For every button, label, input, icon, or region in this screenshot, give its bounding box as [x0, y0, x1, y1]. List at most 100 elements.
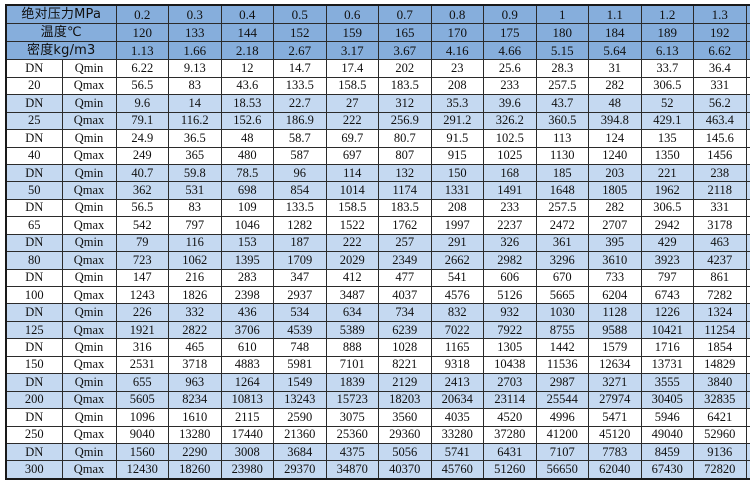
qmax-label-dn-65: Qmax	[61, 216, 117, 235]
cell-dn125-qmin-col7: 932	[483, 303, 537, 322]
dn-size-125: 125	[5, 320, 63, 340]
table-row-dn-200-qmax: 200 Qmax 5605 8234 10813 13243 15723 18203 20634…	[5, 390, 750, 410]
header-temperature-col-12: 195	[745, 23, 750, 43]
cell-dn200-qmax-col6: 20634	[430, 390, 484, 410]
cell-dn65-qmin-col3: 133.5	[273, 198, 327, 218]
cell-dn125-qmin-col8: 1030	[535, 303, 589, 322]
qmin-label-dn-300: Qmin	[61, 442, 117, 462]
cell-dn300-qmax-col11: 72820	[693, 460, 747, 480]
cell-dn50-qmax-col0: 362	[115, 181, 169, 200]
qmax-label-dn-200: Qmax	[61, 390, 117, 410]
header-density-col-3: 2.67	[273, 41, 327, 61]
cell-dn300-qmin-col8: 7107	[535, 442, 589, 462]
cell-dn150-qmax-col9: 12634	[588, 355, 642, 375]
cell-dn300-qmax-col7: 51260	[483, 460, 537, 480]
cell-dn40-qmax-col6: 915	[430, 146, 484, 165]
cell-dn100-qmax-col1: 1826	[168, 285, 222, 305]
cell-dn80-qmin-col7: 326	[483, 233, 537, 253]
cell-dn65-qmax-col2: 1046	[220, 216, 274, 235]
header-density-col-5: 3.67	[378, 41, 432, 61]
cell-dn125-qmin-col1: 332	[168, 303, 222, 322]
cell-dn150-qmax-col11: 14829	[693, 355, 747, 375]
cell-dn25-qmax-col12: 498	[745, 111, 750, 131]
cell-dn200-qmin-col1: 963	[168, 373, 222, 392]
cell-dn125-qmax-col3: 4539	[273, 320, 327, 340]
cell-dn200-qmin-col10: 3555	[640, 373, 694, 392]
cell-dn125-qmax-col10: 10421	[640, 320, 694, 340]
cell-dn300-qmin-col1: 2290	[168, 442, 222, 462]
cell-dn125-qmax-col0: 1921	[115, 320, 169, 340]
header-density-col-12: 7.11	[745, 41, 750, 61]
cell-dn100-qmin-col0: 147	[115, 268, 169, 288]
cell-dn300-qmax-col2: 23980	[220, 460, 274, 480]
cell-dn20-qmax-col9: 282	[588, 76, 642, 96]
cell-dn125-qmax-col7: 7922	[483, 320, 537, 340]
cell-dn20-qmax-col12: 355.5	[745, 76, 750, 96]
cell-dn80-qmin-col2: 153	[220, 233, 274, 253]
cell-dn40-qmax-col12: 1564	[745, 146, 750, 165]
header-density-col-6: 4.16	[430, 41, 484, 61]
cell-dn150-qmin-col8: 1442	[535, 338, 589, 357]
header-absolute-pressure-col-2: 0.4	[220, 4, 274, 25]
cell-dn200-qmax-col5: 18203	[378, 390, 432, 410]
header-row-temperature: 温度℃1201331441521591651701751801841891921…	[5, 23, 750, 43]
header-density-col-4: 3.17	[325, 41, 379, 61]
cell-dn40-qmax-col11: 1456	[693, 146, 747, 165]
cell-dn300-qmax-col12: 78210	[745, 460, 750, 480]
cell-dn20-qmin-col10: 33.7	[640, 59, 694, 78]
header-absolute-pressure-col-10: 1.2	[640, 4, 694, 25]
cell-dn20-qmin-col5: 202	[378, 59, 432, 78]
cell-dn65-qmax-col10: 2942	[640, 216, 694, 235]
cell-dn25-qmax-col9: 394.8	[588, 111, 642, 131]
cell-dn125-qmin-col5: 734	[378, 303, 432, 322]
cell-dn125-qmax-col8: 8755	[535, 320, 589, 340]
header-density-col-11: 6.62	[693, 41, 747, 61]
cell-dn150-qmax-col8: 11536	[535, 355, 589, 375]
cell-dn200-qmax-col0: 5605	[115, 390, 169, 410]
table-row-dn-20-qmax: 20 Qmax 56.5 83 43.6 133.5 158.5 183.5 208 233 257…	[5, 76, 750, 96]
cell-dn150-qmin-col3: 748	[273, 338, 327, 357]
cell-dn25-qmin-col9: 48	[588, 94, 642, 113]
header-temperature-col-0: 120	[115, 23, 169, 43]
cell-dn150-qmin-col2: 610	[220, 338, 274, 357]
cell-dn250-qmax-col10: 49040	[640, 425, 694, 444]
header-density-col-0: 1.13	[115, 41, 169, 61]
cell-dn100-qmax-col0: 1243	[115, 285, 169, 305]
cell-dn100-qmax-col2: 2398	[220, 285, 274, 305]
qmin-label-dn-50: Qmin	[61, 163, 117, 183]
cell-dn20-qmin-col6: 23	[430, 59, 484, 78]
header-temperature-col-2: 144	[220, 23, 274, 43]
cell-dn25-qmin-col1: 14	[168, 94, 222, 113]
cell-dn20-qmin-col8: 28.3	[535, 59, 589, 78]
cell-dn25-qmax-col4: 222	[325, 111, 379, 131]
cell-dn200-qmin-col7: 2703	[483, 373, 537, 392]
qmin-label-dn-125: Qmin	[61, 303, 117, 322]
qmax-label-dn-150: Qmax	[61, 355, 117, 375]
cell-dn100-qmin-col11: 861	[693, 268, 747, 288]
cell-dn20-qmin-col12: 39	[745, 59, 750, 78]
cell-dn125-qmin-col10: 1226	[640, 303, 694, 322]
cell-dn50-qmax-col3: 854	[273, 181, 327, 200]
cell-dn65-qmin-col10: 306.5	[640, 198, 694, 218]
cell-dn100-qmin-col1: 216	[168, 268, 222, 288]
header-temperature-col-9: 184	[588, 23, 642, 43]
cell-dn50-qmin-col12: 256	[745, 163, 750, 183]
dn-label-65: DN	[5, 198, 63, 218]
cell-dn80-qmin-col0: 79	[115, 233, 169, 253]
cell-dn80-qmax-col7: 2982	[483, 251, 537, 270]
dn-label-20: DN	[5, 59, 63, 78]
cell-dn50-qmin-col0: 40.7	[115, 163, 169, 183]
cell-dn100-qmin-col10: 797	[640, 268, 694, 288]
cell-dn40-qmin-col11: 145.6	[693, 129, 747, 148]
cell-dn80-qmin-col3: 187	[273, 233, 327, 253]
cell-dn50-qmin-col9: 203	[588, 163, 642, 183]
cell-dn150-qmin-col1: 465	[168, 338, 222, 357]
cell-dn300-qmin-col11: 9136	[693, 442, 747, 462]
cell-dn65-qmin-col0: 56.5	[115, 198, 169, 218]
header-label-absolute-pressure: 绝对压力MPa	[5, 4, 117, 25]
table-row-dn-100-qmin: DN Qmin 147 216 283 347 412 477 541 606 670 733 797 8…	[5, 268, 750, 288]
cell-dn300-qmin-col2: 3008	[220, 442, 274, 462]
cell-dn80-qmin-col8: 361	[535, 233, 589, 253]
cell-dn200-qmin-col2: 1264	[220, 373, 274, 392]
cell-dn150-qmin-col7: 1305	[483, 338, 537, 357]
